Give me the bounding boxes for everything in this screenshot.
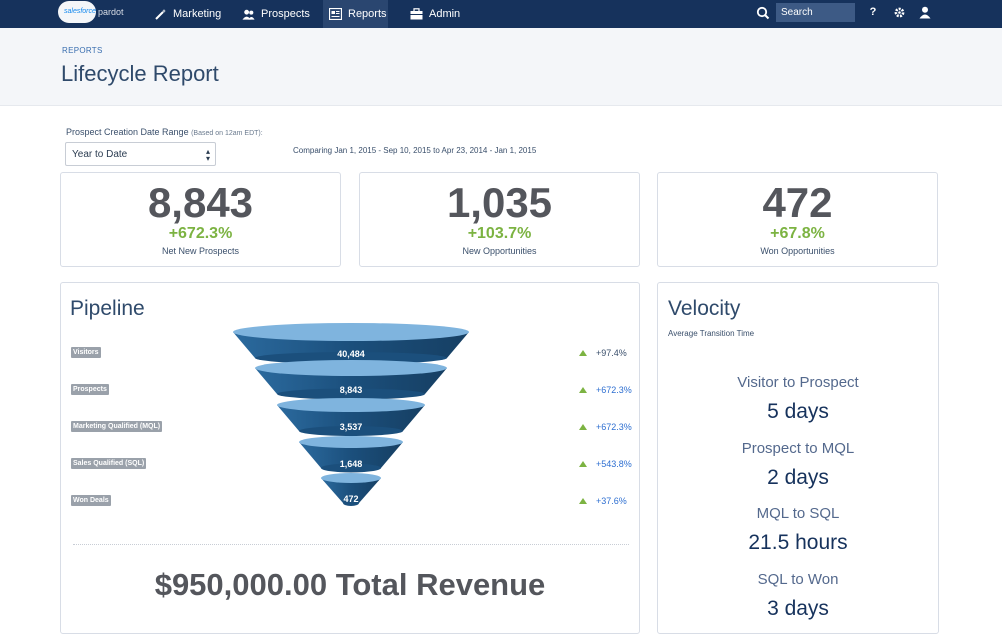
date-range-note: (Based on 12am EDT): xyxy=(191,130,263,137)
velocity-label-mql-sql: MQL to SQL xyxy=(756,505,840,522)
comparison-text: Comparing Jan 1, 2015 - Sep 10, 2015 to … xyxy=(293,146,537,155)
stage-change-won: +37.6% xyxy=(579,495,627,507)
stat-card-prospects: 8,843 +672.3% Net New Prospects xyxy=(60,172,341,267)
stat-label: New Opportunities xyxy=(462,246,537,256)
breadcrumb[interactable]: REPORTS xyxy=(62,46,103,55)
nav-label: Reports xyxy=(348,8,387,20)
stage-label-mql: Marketing Qualified (MQL) xyxy=(71,421,163,432)
funnel-value-visitors: 40,484 xyxy=(337,349,365,359)
stage-label-sql: Sales Qualified (SQL) xyxy=(71,458,147,469)
funnel-value-prospects: 8,843 xyxy=(339,385,363,395)
date-range-label-text: Prospect Creation Date Range xyxy=(66,127,189,137)
stat-label: Net New Prospects xyxy=(161,246,240,256)
date-range-select[interactable]: Year to Date ▴ ▾ xyxy=(65,142,216,166)
velocity-value-sql-won: 3 days xyxy=(767,597,829,620)
user-icon[interactable] xyxy=(918,5,932,19)
stat-label: Won Opportunities xyxy=(760,246,835,256)
nav-marketing[interactable]: Marketing xyxy=(150,0,225,28)
nav-prospects[interactable]: Prospects xyxy=(238,0,314,28)
velocity-panel: Velocity Average Transition Time Visitor… xyxy=(657,282,939,634)
page-header: REPORTS Lifecycle Report xyxy=(0,28,1002,106)
nav-label: Prospects xyxy=(261,8,310,20)
top-nav: salesforce pardot Marketing Prospects Re… xyxy=(0,0,1002,28)
up-arrow-icon xyxy=(579,424,587,430)
stat-card-opportunities: 1,035 +103.7% New Opportunities xyxy=(359,172,640,267)
select-caret-icon: ▴ ▾ xyxy=(205,147,210,163)
stage-change-value: +37.6% xyxy=(596,496,627,506)
funnel-value-sql: 1,648 xyxy=(339,459,363,469)
stat-value: 472 xyxy=(762,179,833,226)
up-arrow-icon xyxy=(579,498,587,504)
funnel-segment-mql xyxy=(277,398,425,436)
velocity-value-visitor-prospect: 5 days xyxy=(767,400,829,423)
velocity-title: Velocity xyxy=(668,297,741,320)
stage-change-mql: +672.3% xyxy=(579,421,632,433)
velocity-value-prospect-mql: 2 days xyxy=(767,466,829,489)
pipeline-divider xyxy=(73,544,629,545)
pipeline-funnel: 40,484 8,843 3,537 1,648 472 xyxy=(233,321,469,515)
salesforce-pardot-logo[interactable]: salesforce pardot xyxy=(58,1,124,23)
stage-change-value: +672.3% xyxy=(596,422,632,432)
funnel-segment-visitors xyxy=(233,323,469,364)
up-arrow-icon xyxy=(579,461,587,467)
stat-change: +103.7% xyxy=(467,225,532,242)
stage-label-visitors: Visitors xyxy=(71,347,101,358)
stage-change-value: +97.4% xyxy=(596,348,627,358)
stat-change: +67.8% xyxy=(770,225,825,242)
stage-change-value: +672.3% xyxy=(596,385,632,395)
logo-subtext: pardot xyxy=(98,7,124,17)
help-icon[interactable]: ? xyxy=(869,6,877,18)
up-arrow-icon xyxy=(579,350,587,356)
stage-change-visitors: +97.4% xyxy=(579,347,627,359)
page-title: Lifecycle Report xyxy=(61,61,219,86)
stage-label-won: Won Deals xyxy=(71,495,111,506)
logo-text: salesforce xyxy=(64,8,96,15)
pipeline-panel: Pipeline Visitors Prospects Marketing Qu… xyxy=(60,282,640,634)
up-arrow-icon xyxy=(579,387,587,393)
funnel-segment-sql xyxy=(299,436,403,473)
stage-label-prospects: Prospects xyxy=(71,384,109,395)
funnel-segment-prospects xyxy=(255,360,447,400)
nav-admin[interactable]: Admin xyxy=(406,0,464,28)
stat-value: 1,035 xyxy=(446,179,553,226)
nav-label: Marketing xyxy=(173,8,222,20)
funnel-segment-won xyxy=(321,473,381,506)
stage-change-value: +543.8% xyxy=(596,459,632,469)
gear-icon[interactable] xyxy=(892,5,906,19)
stat-change: +672.3% xyxy=(168,225,233,242)
people-icon xyxy=(242,8,255,21)
velocity-label-sql-won: SQL to Won xyxy=(757,571,839,588)
cloud-icon: salesforce xyxy=(58,1,96,23)
stage-change-prospects: +672.3% xyxy=(579,384,632,396)
briefcase-icon xyxy=(410,8,423,21)
nav-label: Admin xyxy=(429,8,461,20)
search-icon[interactable] xyxy=(756,5,770,21)
total-revenue: $950,000.00 Total Revenue xyxy=(154,567,546,602)
search-input[interactable]: Search xyxy=(776,3,855,22)
stat-value: 8,843 xyxy=(147,179,254,226)
velocity-label-prospect-mql: Prospect to MQL xyxy=(741,440,855,457)
funnel-value-won: 472 xyxy=(343,494,359,504)
velocity-subtitle: Average Transition Time xyxy=(668,329,755,338)
funnel-value-mql: 3,537 xyxy=(339,422,363,432)
date-range-label: Prospect Creation Date Range (Based on 1… xyxy=(66,127,263,137)
velocity-value-mql-sql: 21.5 hours xyxy=(748,531,848,554)
stat-card-won: 472 +67.8% Won Opportunities xyxy=(657,172,938,267)
pipeline-title: Pipeline xyxy=(70,297,145,320)
velocity-label-visitor-prospect: Visitor to Prospect xyxy=(737,374,859,391)
stage-change-sql: +543.8% xyxy=(579,458,632,470)
report-icon xyxy=(329,8,342,21)
wand-icon xyxy=(154,8,167,21)
date-range-selected: Year to Date xyxy=(72,149,128,160)
nav-reports[interactable]: Reports xyxy=(323,0,388,28)
